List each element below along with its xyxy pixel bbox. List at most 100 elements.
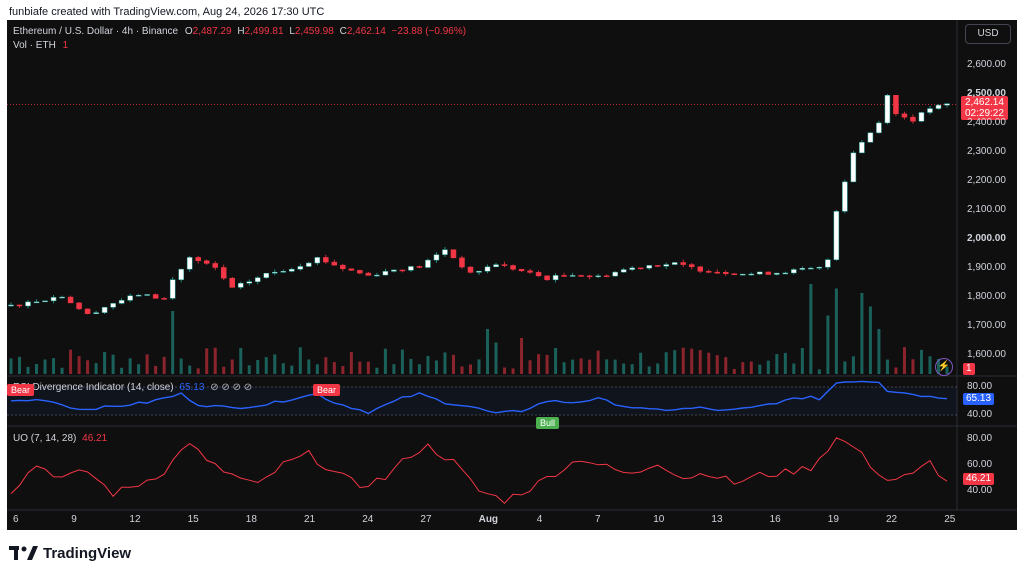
volume-bar <box>664 352 668 374</box>
volume-bar <box>885 359 889 374</box>
candle-body <box>782 272 789 275</box>
volume-value: 1 <box>62 40 69 51</box>
volume-bar <box>86 360 90 374</box>
volume-bar <box>596 350 600 374</box>
candle-body <box>8 304 14 307</box>
low-label: L <box>289 26 295 37</box>
candle-body <box>501 264 508 266</box>
candle-body <box>901 113 908 118</box>
volume-bar <box>426 355 430 374</box>
volume-bar <box>792 363 796 374</box>
volume-bar <box>332 362 336 374</box>
uo-tick-label: 80.00 <box>967 432 993 444</box>
candle-body <box>127 295 133 301</box>
candle-body <box>195 257 201 262</box>
volume-bar <box>290 365 294 374</box>
volume-bar <box>137 364 141 374</box>
chart-area[interactable]: Ethereum / U.S. Dollar · 4h · Binance O2… <box>7 20 1017 530</box>
open-label: O <box>184 26 193 37</box>
time-tick-label: 21 <box>303 514 316 525</box>
time-tick-label: 27 <box>420 514 432 525</box>
candle-body <box>850 152 857 183</box>
volume-bar <box>468 364 472 374</box>
rsi-value: 65.13 <box>179 382 205 393</box>
volume-bar <box>256 360 260 374</box>
candle-body <box>263 272 270 278</box>
candle-body <box>748 273 755 276</box>
time-tick-label: 4 <box>536 514 543 525</box>
high-label: H <box>237 26 245 37</box>
candle-body <box>612 271 618 277</box>
candle-body <box>255 277 261 282</box>
uo-legend: UO (7, 14, 28) 46.21 <box>13 433 107 444</box>
volume-bar <box>307 359 311 374</box>
volume-bar <box>188 365 192 374</box>
rsi-band <box>7 387 957 415</box>
volume-bar <box>681 347 685 374</box>
brand-logo[interactable]: TradingView <box>9 544 131 562</box>
volume-bar <box>758 364 762 374</box>
candle-body <box>76 302 82 310</box>
candle-body <box>178 268 184 280</box>
indicator-settings-icons[interactable]: ⊘ ⊘ ⊘ ⊘ <box>210 382 253 393</box>
volume-label: Vol · ETH <box>13 40 56 51</box>
volume-bar <box>230 359 234 374</box>
volume-bar <box>919 349 923 374</box>
volume-legend: Vol · ETH 1 <box>13 40 68 51</box>
candle-body <box>671 262 678 265</box>
candle-body <box>595 275 601 278</box>
volume-bar <box>902 347 906 374</box>
volume-bar <box>894 367 898 374</box>
candle-body <box>884 95 891 124</box>
volume-bar <box>239 347 243 374</box>
volume-bar <box>383 348 387 374</box>
candle-body <box>374 274 380 277</box>
candle-body <box>280 271 287 273</box>
volume-bar <box>690 348 694 374</box>
volume-bar <box>800 347 804 374</box>
volume-bar <box>196 368 200 374</box>
candle-body <box>416 266 423 268</box>
candle-body <box>135 294 142 297</box>
last-price-badge: 2,462.14 02:29:22 <box>961 96 1008 120</box>
time-tick-label: 15 <box>187 514 199 525</box>
candle-body <box>552 275 559 281</box>
volume-bar <box>349 352 353 374</box>
candle-body <box>859 142 865 154</box>
candle-body <box>93 312 99 314</box>
candle-body <box>493 264 499 268</box>
price-tick-label: 1,700.00 <box>967 320 1006 332</box>
volume-bar <box>128 358 132 374</box>
chart-canvas[interactable] <box>7 20 1017 530</box>
candle-body <box>459 257 465 268</box>
volume-bar <box>171 311 175 374</box>
candle-body <box>220 267 227 279</box>
volume-bar <box>213 347 217 374</box>
candle-body <box>603 275 610 278</box>
open-value: 2,487.29 <box>192 26 232 37</box>
candle-body <box>510 265 516 270</box>
volume-bar <box>843 361 847 374</box>
candle-body <box>67 296 74 304</box>
candle-body <box>33 301 40 304</box>
time-tick-label: 19 <box>827 514 839 525</box>
candle-body <box>118 300 125 304</box>
candle-body <box>637 267 644 270</box>
candle-body <box>442 249 448 255</box>
candle-body <box>867 132 874 143</box>
high-value: 2,499.81 <box>244 26 284 37</box>
volume-bar <box>868 306 872 374</box>
volume-bar <box>298 347 302 374</box>
volume-bar <box>749 361 753 374</box>
volume-bar <box>247 365 251 374</box>
volume-bar <box>579 358 583 374</box>
lightning-icon[interactable]: ⚡ <box>935 358 953 376</box>
currency-button[interactable]: USD <box>965 24 1011 44</box>
candle-body <box>876 122 882 134</box>
volume-bar <box>494 342 498 374</box>
volume-bar <box>26 366 30 374</box>
volume-bar <box>851 356 855 374</box>
volume-bar <box>358 361 362 374</box>
volume-bar <box>622 363 626 374</box>
volume-bar <box>69 349 73 374</box>
